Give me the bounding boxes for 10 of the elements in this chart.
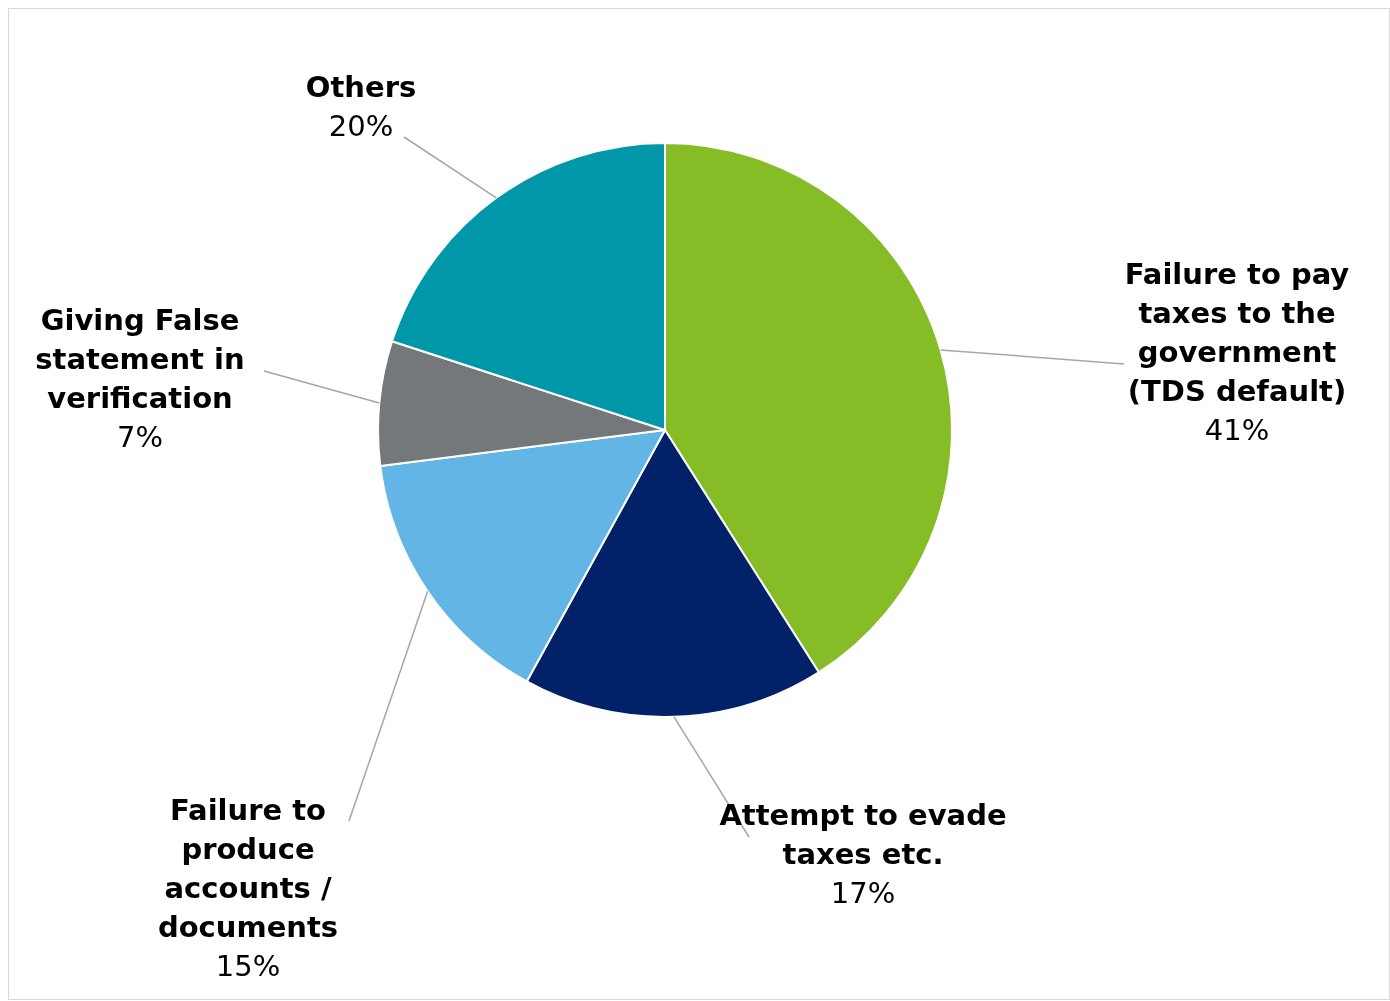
slice-label: Attempt to evade taxes etc. [719,797,1007,871]
data-label: 17% [830,875,896,910]
slice-label: Failure to produce accounts / documents [157,792,339,944]
data-label: 41% [1204,412,1270,447]
data-label: 20% [328,108,394,143]
slice-label: Others [305,69,417,104]
data-label: 7% [116,419,164,454]
slice-label: Giving False statement in verification [35,302,245,415]
data-label: 15% [215,948,281,983]
slice-label: Failure to pay taxes to the government (TDS default) [1124,256,1350,408]
